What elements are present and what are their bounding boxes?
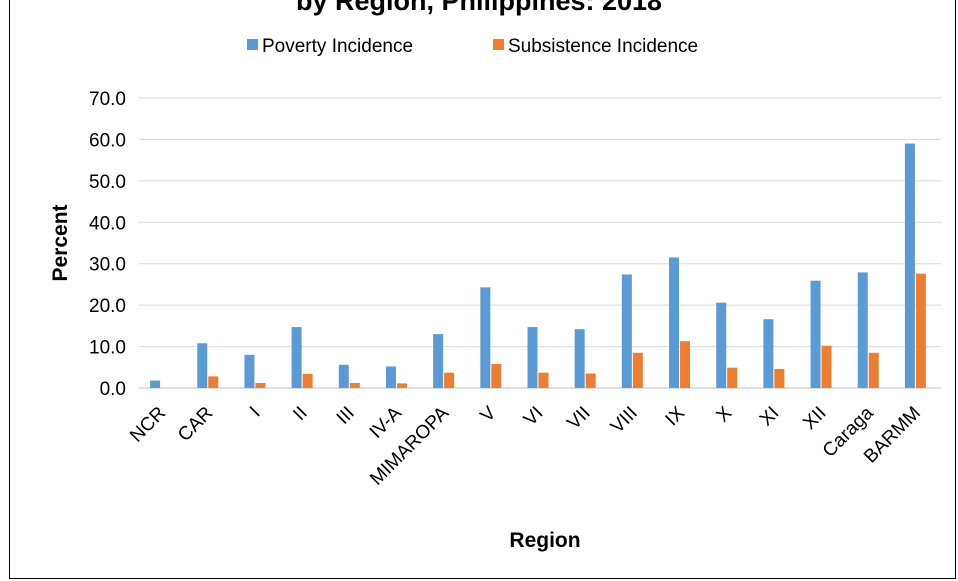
- bar-subsistence-mimaropa: [444, 372, 455, 388]
- bar-subsistence-ii: [302, 373, 313, 388]
- bar-poverty-iv-a: [385, 366, 396, 388]
- x-tick-label: II: [289, 403, 311, 425]
- bar-subsistence-iv-a: [396, 383, 407, 388]
- bar-poverty-barmm: [904, 143, 915, 388]
- y-tick-label: 60.0: [89, 130, 126, 151]
- legend-swatch-subsistence: [493, 39, 504, 50]
- bar-subsistence-xii: [821, 345, 832, 388]
- y-tick-label: 40.0: [89, 213, 126, 234]
- y-tick-label: 30.0: [89, 255, 126, 276]
- bar-poverty-caraga: [857, 272, 868, 388]
- y-tick-label: 50.0: [89, 172, 126, 193]
- bar-poverty-car: [197, 343, 208, 388]
- bar-poverty-x: [716, 302, 727, 388]
- x-tick-label: VII: [563, 403, 594, 434]
- x-tick-label: IV-A: [366, 402, 406, 442]
- x-tick-label: XII: [799, 403, 830, 434]
- y-axis-ticks: 0.0 10.0 20.0 30.0 40.0 50.0 60.0 70.0: [89, 89, 126, 400]
- bar-poverty-v: [480, 287, 491, 388]
- bar-subsistence-car: [208, 376, 219, 388]
- bar-poverty-i: [244, 354, 255, 388]
- bar-subsistence-ix: [680, 341, 691, 388]
- bar-subsistence-iii: [349, 383, 360, 388]
- bar-poverty-mimaropa: [433, 334, 444, 388]
- x-tick-label: VIII: [607, 403, 642, 438]
- chart-title: by Region, Philippines: 2018: [295, 0, 663, 16]
- bars: [150, 143, 926, 388]
- y-tick-label: 70.0: [89, 89, 126, 110]
- bar-poverty-ix: [669, 257, 680, 388]
- x-tick-label: VI: [520, 403, 548, 431]
- y-tick-label: 0.0: [100, 379, 126, 400]
- x-tick-label: NCR: [126, 403, 170, 447]
- y-axis-title: Percent: [49, 204, 72, 281]
- bar-poverty-xi: [763, 319, 774, 388]
- bar-subsistence-caraga: [868, 352, 879, 388]
- bar-subsistence-vii: [585, 373, 596, 388]
- bar-poverty-vii: [574, 329, 585, 388]
- bar-subsistence-barmm: [915, 273, 926, 388]
- bar-poverty-viii: [621, 274, 632, 388]
- legend: Poverty Incidence Subsistence Incidence: [247, 36, 698, 57]
- bar-poverty-ncr: [150, 380, 161, 388]
- bar-subsistence-vi: [538, 372, 549, 388]
- x-axis-title: Region: [509, 529, 580, 552]
- bar-poverty-vi: [527, 327, 538, 388]
- x-tick-label: IX: [662, 402, 690, 430]
- bar-poverty-xii: [810, 280, 821, 388]
- legend-label-subsistence: Subsistence Incidence: [508, 36, 698, 57]
- bar-subsistence-i: [255, 383, 266, 388]
- x-tick-label: CAR: [174, 403, 217, 446]
- y-tick-label: 10.0: [89, 338, 126, 359]
- bar-subsistence-xi: [774, 368, 785, 388]
- bar-poverty-iii: [338, 364, 349, 388]
- x-tick-label: V: [477, 402, 501, 426]
- bar-subsistence-viii: [632, 352, 643, 388]
- x-tick-label: XI: [756, 403, 784, 431]
- y-tick-label: 20.0: [89, 296, 126, 317]
- bar-subsistence-v: [491, 363, 502, 388]
- x-tick-label: I: [246, 403, 265, 422]
- x-tick-label: X: [712, 402, 736, 426]
- legend-label-poverty: Poverty Incidence: [262, 36, 413, 57]
- x-tick-label: III: [333, 403, 359, 429]
- bar-poverty-ii: [291, 327, 302, 388]
- legend-swatch-poverty: [247, 39, 258, 50]
- bar-subsistence-x: [727, 367, 738, 388]
- gridlines: [139, 97, 941, 389]
